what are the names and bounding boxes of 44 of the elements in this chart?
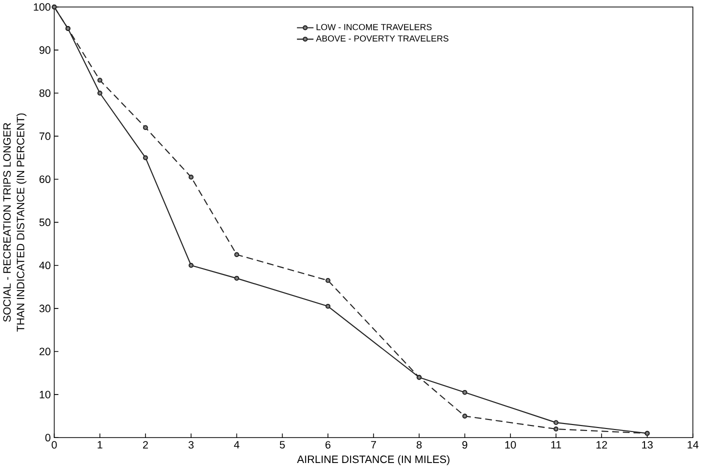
x-axis-title: AIRLINE DISTANCE (IN MILES) — [297, 455, 450, 465]
x-tick-label: 11 — [551, 440, 562, 448]
y-tick-label: 40 — [39, 261, 50, 269]
point — [554, 426, 558, 432]
x-tick-label: 5 — [280, 440, 285, 448]
y-tick-label: 0 — [45, 434, 50, 442]
x-tick-label: 4 — [234, 440, 240, 448]
point — [188, 174, 194, 180]
point — [325, 304, 330, 309]
x-tick-label: 8 — [416, 440, 422, 448]
y-tick-label: 20 — [40, 348, 50, 356]
y-tick-label: 10 — [40, 390, 50, 398]
point — [188, 262, 194, 268]
x-tick-label: 13 — [642, 440, 653, 448]
point — [234, 252, 240, 257]
point — [462, 413, 468, 418]
point — [462, 390, 468, 395]
y-tick-label: 70 — [40, 132, 50, 140]
x-tick-label: 12 — [596, 440, 608, 448]
y-tick-label: 90 — [39, 46, 50, 54]
y-tick-label: 30 — [39, 304, 50, 312]
point — [97, 90, 102, 96]
point — [143, 124, 148, 130]
legend-label: LOW - INCOME TRAVELERS — [316, 24, 432, 30]
x-tick-label: 3 — [188, 440, 194, 448]
point — [143, 155, 148, 160]
legend-label: ABOVE - POVERTY TRAVELERS — [316, 35, 448, 42]
x-tick-label: 6 — [326, 440, 330, 448]
y-tick-label: 60 — [40, 175, 50, 183]
point — [97, 78, 102, 82]
point — [234, 276, 240, 281]
x-tick-label: 10 — [505, 440, 516, 448]
x-tick-label: 7 — [371, 440, 376, 448]
y-axis-title: SOCIAL - RECREATION TRIPS LONGER THAN INDICATED DISTANCE (IN PERCENT) — [3, 113, 26, 332]
x-tick-label: 1 — [98, 440, 102, 448]
x-tick-label: 9 — [462, 440, 468, 448]
x-tick-label: 14 — [688, 440, 698, 448]
point — [325, 278, 330, 283]
y-tick-label: 50 — [39, 218, 50, 226]
x-tick-label: 2 — [143, 440, 148, 448]
y-tick-label: 100 — [34, 3, 50, 11]
point — [554, 420, 558, 425]
x-tick-label: 0 — [52, 440, 57, 448]
y-tick-label: 80 — [39, 89, 50, 97]
